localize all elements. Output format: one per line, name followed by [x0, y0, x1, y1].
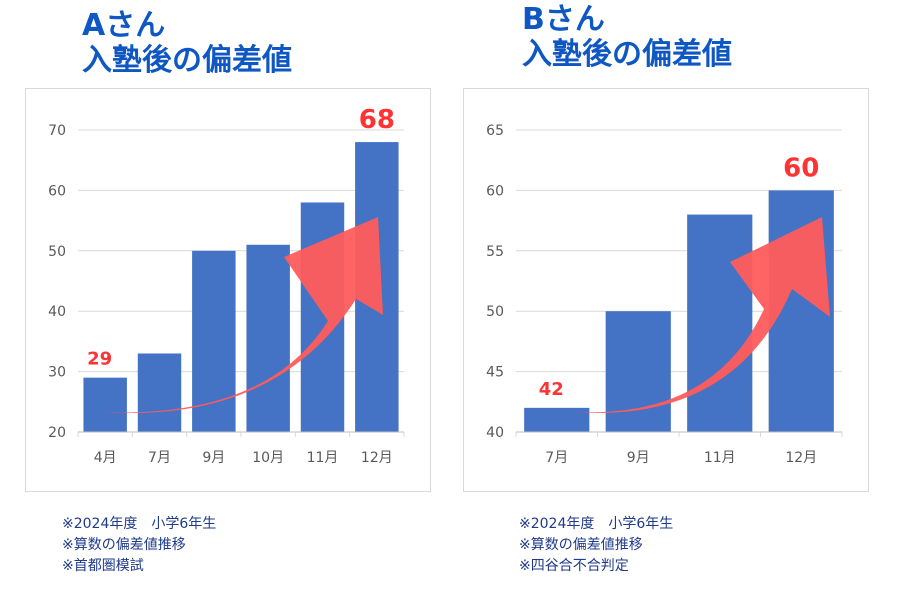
- chart-b-note: ※算数の偏差値推移: [519, 537, 643, 553]
- chart-b-notes: ※2024年度 小学6年生 ※算数の偏差値推移 ※四谷合不合判定: [519, 514, 673, 577]
- chart-b-title-line1: Bさん: [522, 2, 605, 37]
- chart-a-xtick-label: 12月: [361, 450, 393, 466]
- chart-a-xtick-label: 4月: [94, 450, 117, 466]
- chart-a-xtick-label: 11月: [307, 450, 339, 466]
- chart-a-xtick-label: 7月: [148, 450, 171, 466]
- chart-b-bar: [687, 214, 753, 432]
- chart-b-bar: [605, 311, 671, 432]
- chart-a-note: ※2024年度 小学6年生: [62, 516, 217, 532]
- chart-a-bar: [246, 244, 290, 432]
- chart-a-title-line1: Aさん: [82, 8, 166, 43]
- chart-b-data-label: 42: [539, 379, 564, 400]
- chart-a-bar: [137, 353, 182, 432]
- chart-a-ytick-label: 20: [48, 425, 66, 441]
- chart-a-xtick-label: 9月: [202, 450, 225, 466]
- chart-b-note: ※2024年度 小学6年生: [519, 516, 674, 532]
- chart-b-svg: 40 45 50 55 60 65 7月 9月 11月 12月 42 60: [486, 123, 843, 466]
- chart-b-xtick-label: 7月: [545, 450, 568, 466]
- chart-b-ytick-label: 50: [486, 304, 504, 320]
- chart-a-ytick-label: 30: [48, 365, 66, 381]
- chart-a-trend-arrow: [101, 217, 383, 414]
- chart-b-trend-arrow: [572, 217, 830, 413]
- chart-b-ytick-label: 55: [486, 244, 504, 260]
- chart-b-panel: 40 45 50 55 60 65 7月 9月 11月 12月 42 60: [463, 88, 869, 492]
- chart-b-note: ※四谷合不合判定: [519, 558, 629, 574]
- chart-b-xtick-label: 11月: [704, 450, 736, 466]
- chart-a-ytick-label: 60: [48, 183, 66, 199]
- chart-a-data-label: 68: [359, 105, 395, 135]
- chart-a-svg: 20 30 40 50 60 70 4月 7月 9月 10月 11月 12月 29 68: [48, 105, 405, 466]
- chart-a-data-label: 29: [87, 349, 112, 370]
- chart-a-panel: 20 30 40 50 60 70 4月 7月 9月 10月 11月 12月 29 68: [25, 88, 431, 492]
- chart-a-ytick-label: 40: [48, 304, 66, 320]
- chart-a-note: ※首都圏模試: [62, 558, 144, 574]
- chart-a-title-line2: 入塾後の偏差値: [82, 43, 292, 78]
- chart-a-note: ※算数の偏差値推移: [62, 537, 186, 553]
- chart-a-title: Aさん 入塾後の偏差値: [82, 8, 292, 78]
- chart-b-xtick-label: 9月: [627, 450, 650, 466]
- chart-b-ytick-label: 60: [486, 183, 504, 199]
- chart-a-ytick-label: 70: [48, 123, 66, 139]
- chart-b-xtick-label: 12月: [785, 450, 817, 466]
- chart-a-xtick-label: 10月: [252, 450, 284, 466]
- chart-a-notes: ※2024年度 小学6年生 ※算数の偏差値推移 ※首都圏模試: [62, 514, 216, 577]
- chart-b-title-line2: 入塾後の偏差値: [522, 37, 732, 72]
- chart-a-bar: [83, 377, 127, 432]
- chart-a-bar: [192, 250, 236, 432]
- chart-b-data-label: 60: [783, 153, 819, 183]
- chart-b-ytick-label: 45: [486, 365, 504, 381]
- chart-b-ytick-label: 40: [486, 425, 504, 441]
- chart-b-title: Bさん 入塾後の偏差値: [522, 2, 732, 72]
- chart-a-ytick-label: 50: [48, 244, 66, 260]
- chart-b-ytick-label: 65: [486, 123, 504, 139]
- chart-b-bar: [524, 407, 590, 432]
